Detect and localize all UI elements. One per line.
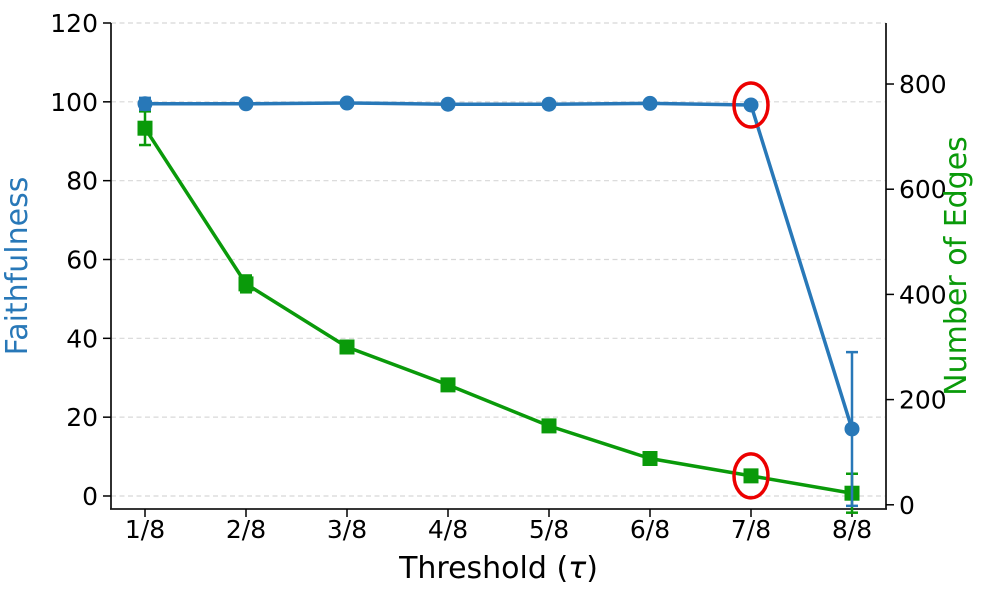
right-tick-label: 0 [899,491,915,520]
data-point-square [238,276,254,292]
right-tick-label: 200 [899,386,947,415]
left-axis-label: Faithfulness [0,177,35,356]
x-tick-label: 3/8 [327,515,367,544]
data-point-circle [238,96,254,112]
data-point-circle [339,95,355,111]
x-tick-label: 1/8 [125,515,165,544]
x-tick-label: 8/8 [832,515,872,544]
data-point-square [743,468,759,484]
left-tick-label: 100 [50,88,98,117]
x-axis-label: Threshold (τ) [398,551,598,586]
data-point-circle [642,95,658,111]
data-point-square [137,120,153,136]
left-tick-label: 0 [82,482,98,511]
highlight-ellipse [732,452,770,500]
x-tick-label: 6/8 [630,515,670,544]
right-tick-label: 400 [899,280,947,309]
x-tick-label: 2/8 [226,515,266,544]
data-point-square [642,451,658,467]
data-point-circle [137,96,153,112]
data-point-square [541,418,557,434]
x-tick-label: 7/8 [731,515,771,544]
left-tick-label: 80 [66,167,98,196]
left-tick-label: 20 [66,403,98,432]
left-tick-label: 40 [66,324,98,353]
data-point-square [440,377,456,393]
right-axis-label: Number of Edges [939,136,974,396]
data-point-circle [844,421,860,437]
series-line-number-of-edges [143,126,854,495]
x-tick-label: 4/8 [428,515,468,544]
right-tick-label: 800 [899,70,947,99]
right-tick-label: 600 [899,175,947,204]
left-tick-label: 60 [66,245,98,274]
data-point-circle [541,96,557,112]
data-point-square [339,339,355,355]
highlight-ellipse [732,81,770,129]
data-point-circle [743,97,759,113]
series-line-faithfulness [143,101,854,431]
x-tick-label: 5/8 [529,515,569,544]
left-tick-label: 120 [50,9,98,38]
data-point-circle [440,96,456,112]
